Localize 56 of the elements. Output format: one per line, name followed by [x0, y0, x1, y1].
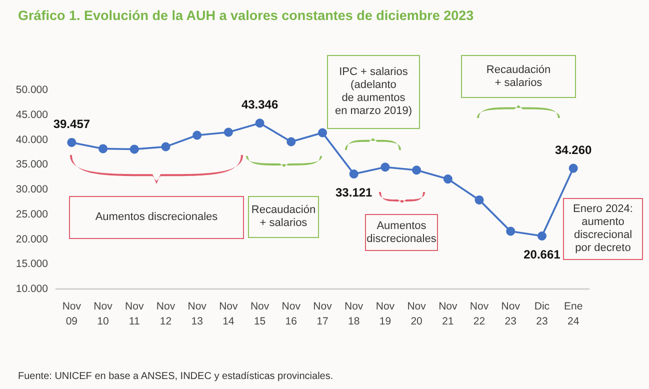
point	[443, 174, 452, 184]
point	[537, 231, 546, 240]
x-tick-label: Ene 24	[564, 300, 583, 328]
x-tick-label: Nov 14	[219, 300, 239, 328]
annotation: Aumentos discrecionales	[365, 214, 438, 251]
x-tick-label: Nov 19	[376, 300, 396, 328]
x-tick-label: Nov 11	[125, 300, 144, 328]
x-tick-label: Nov 18	[344, 300, 364, 328]
point	[192, 130, 202, 140]
x-tick-label: Nov 17	[313, 300, 333, 328]
point	[255, 118, 264, 128]
y-tick-label: 45.000	[16, 108, 48, 121]
y-tick-label: 40.000	[16, 134, 48, 146]
point	[568, 164, 578, 173]
point	[380, 162, 390, 172]
point	[286, 137, 296, 146]
x-tick-label: Nov 10	[94, 300, 114, 328]
point	[161, 142, 170, 152]
data-label: 39.457	[53, 116, 90, 131]
data-label: 43.346	[241, 98, 278, 112]
x-tick-label: Dic 23	[534, 300, 550, 328]
point	[506, 226, 516, 236]
data-label: 34.260	[554, 142, 592, 157]
y-tick-label: 35.000	[16, 158, 48, 171]
y-tick-label: 30.000	[16, 184, 48, 196]
y-tick-label: 50.000	[16, 84, 48, 96]
point	[224, 128, 233, 137]
x-tick-label: Nov 22	[470, 300, 490, 328]
data-label: 20.661	[524, 247, 561, 262]
point	[67, 138, 76, 147]
point	[130, 144, 139, 154]
x-tick-label: Nov 09	[62, 300, 82, 328]
point	[349, 169, 358, 178]
source-note: Fuente: UNICEF en base a ANSES, INDEC y estadísticas provinciales.	[18, 371, 334, 382]
x-tick-label: Nov 12	[156, 300, 176, 328]
point	[318, 128, 327, 138]
x-tick-label: Nov 23	[501, 300, 521, 328]
x-tick-label: Nov 20	[407, 300, 427, 328]
point	[474, 195, 484, 204]
text: Recaudación + salarios	[461, 55, 576, 98]
y-tick-label: 15.000	[16, 258, 48, 270]
annotation: IPC + salarios (adelanto de aumentos en marzo 2019)	[327, 55, 420, 129]
y-tick-label: 20.000	[16, 233, 48, 246]
point	[412, 166, 422, 175]
annotation: Aumentos discrecionales	[69, 196, 244, 239]
y-tick-label: 25.000	[16, 208, 48, 220]
y-tick-label: 10.000	[16, 283, 48, 295]
annotation: Recaudación + salarios	[248, 196, 319, 238]
x-tick-label: Nov 16	[282, 300, 302, 328]
data-label: 33.121	[336, 185, 373, 200]
annotation: Enero 2024: aumento discrecional por decreto	[563, 198, 643, 260]
x-tick-label: Nov 13	[188, 300, 208, 328]
x-tick-label: Nov 15	[250, 300, 270, 328]
x-tick-label: Nov 21	[438, 300, 458, 328]
point	[98, 144, 108, 154]
chart-title: Gráfico 1. Evolución de la AUH a valores constantes de diciembre 2023	[18, 8, 474, 23]
